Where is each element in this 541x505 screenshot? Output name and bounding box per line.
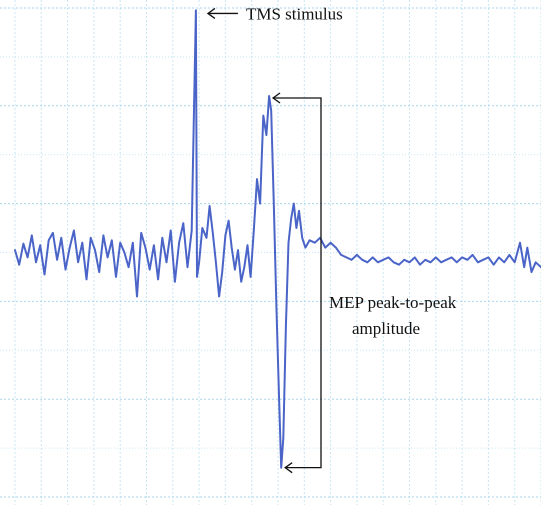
tms-stimulus-arrowhead xyxy=(206,7,216,19)
mep-trough-arrowhead xyxy=(284,462,293,474)
tms-stimulus-annotation: TMS stimulus xyxy=(206,4,343,23)
tms-stimulus-label: TMS stimulus xyxy=(246,4,343,23)
emg-trace xyxy=(14,9,541,469)
mep-amplitude-label-line2: amplitude xyxy=(352,319,420,338)
mep-amplitude-bracket xyxy=(273,97,322,469)
mep-amplitude-annotation: MEP peak-to-peak amplitude xyxy=(271,92,457,474)
mep-peak-arrowhead xyxy=(271,92,281,104)
mep-amplitude-label-line1: MEP peak-to-peak xyxy=(329,293,457,312)
